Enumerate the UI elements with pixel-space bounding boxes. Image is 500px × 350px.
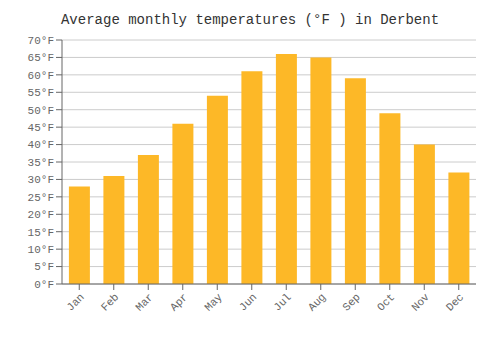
- svg-text:Sep: Sep: [340, 291, 362, 313]
- svg-text:0°F: 0°F: [34, 279, 54, 291]
- svg-text:45°F: 45°F: [28, 122, 54, 134]
- svg-text:Dec: Dec: [444, 291, 466, 313]
- svg-text:50°F: 50°F: [28, 105, 54, 117]
- svg-text:Feb: Feb: [99, 291, 121, 313]
- svg-text:35°F: 35°F: [28, 157, 54, 169]
- svg-text:Aug: Aug: [306, 291, 328, 313]
- svg-text:Jul: Jul: [271, 291, 293, 313]
- svg-text:Nov: Nov: [409, 291, 432, 314]
- svg-text:30°F: 30°F: [28, 174, 54, 186]
- svg-text:65°F: 65°F: [28, 52, 54, 64]
- html-text:Average monthly temperatures (: Average monthly temperatures (°F ) in De…: [61, 12, 439, 28]
- svg-text:5°F: 5°F: [34, 261, 54, 273]
- svg-text:15°F: 15°F: [28, 227, 54, 239]
- svg-text:Jan: Jan: [64, 291, 86, 313]
- svg-text:10°F: 10°F: [28, 244, 54, 256]
- svg-text:70°F: 70°F: [28, 35, 54, 47]
- svg-text:60°F: 60°F: [28, 70, 54, 82]
- svg-text:Jun: Jun: [237, 291, 259, 313]
- svg-text:Apr: Apr: [168, 291, 190, 313]
- svg-text:Oct: Oct: [375, 291, 397, 313]
- svg-text:40°F: 40°F: [28, 139, 54, 151]
- svg-text:55°F: 55°F: [28, 87, 54, 99]
- svg-text:May: May: [202, 291, 225, 314]
- svg-text:25°F: 25°F: [28, 192, 54, 204]
- svg-text:Mar: Mar: [133, 291, 155, 313]
- svg-text:20°F: 20°F: [28, 209, 54, 221]
